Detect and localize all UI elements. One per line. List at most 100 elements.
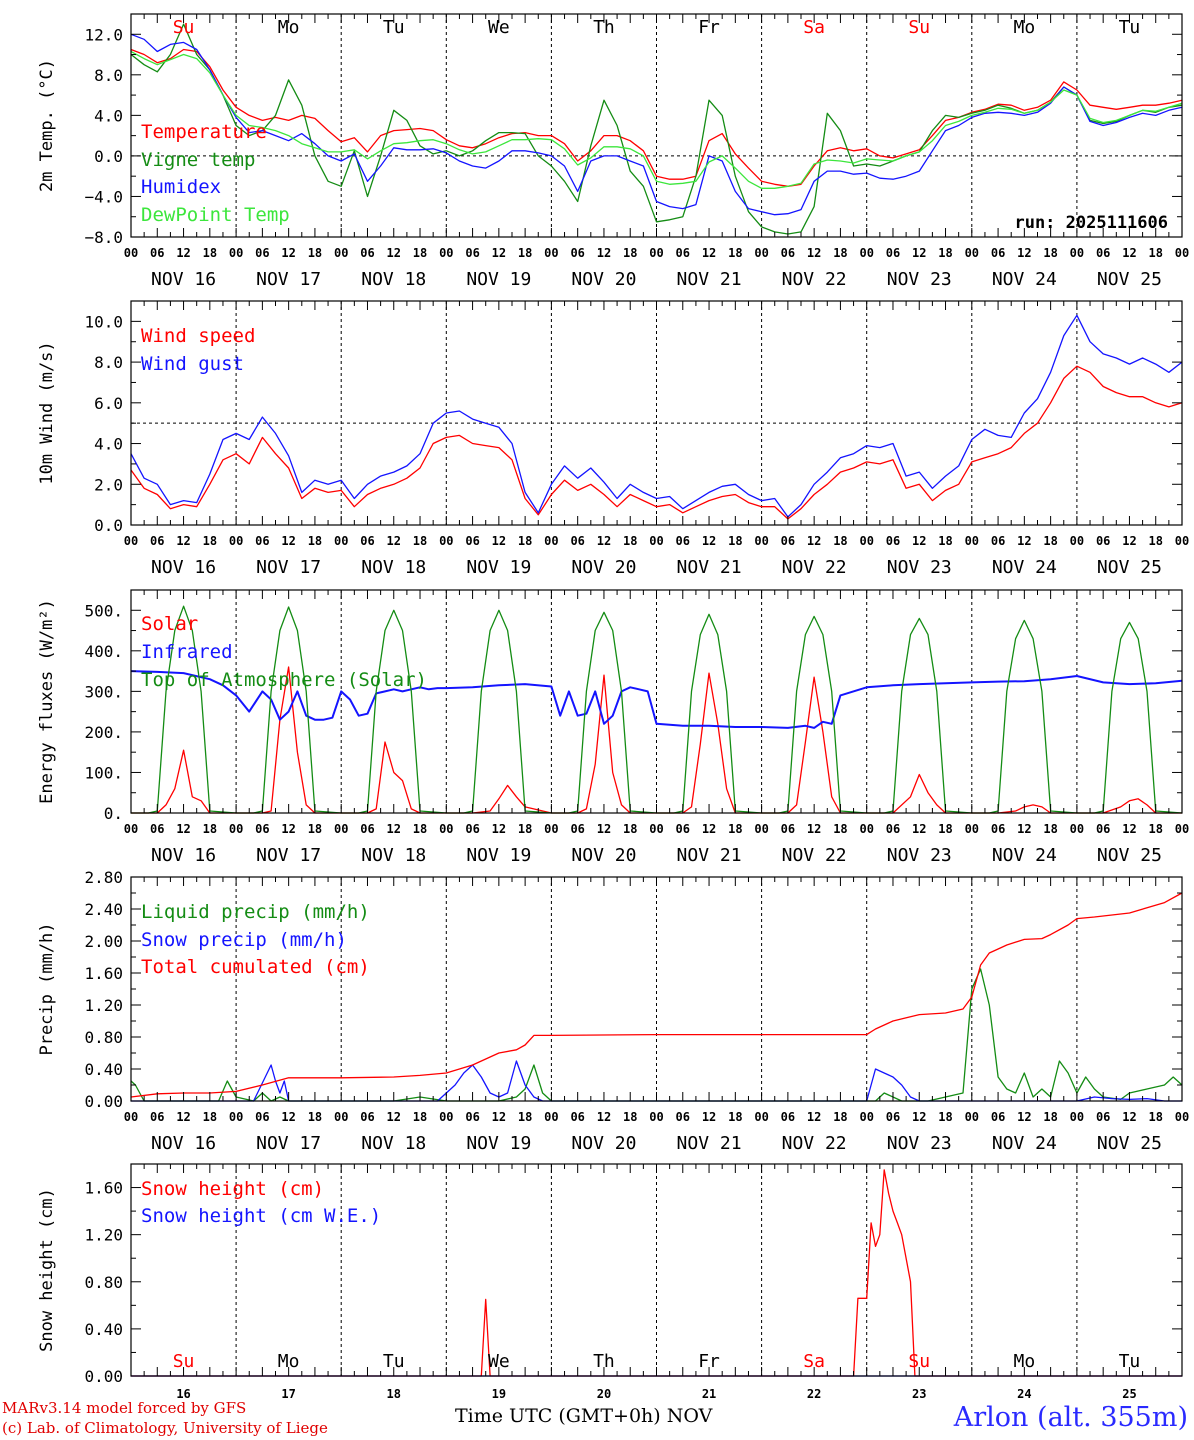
date-label: NOV 23 [887, 845, 952, 866]
hour-label: 06 [991, 822, 1005, 836]
date-label: NOV 17 [256, 557, 321, 578]
hour-label: 12 [492, 822, 506, 836]
hour-label: 00 [1175, 1110, 1189, 1124]
legend-entry: Wind speed [141, 325, 255, 347]
day-number-label: 23 [912, 1387, 926, 1400]
hour-label: 06 [465, 1110, 479, 1124]
hour-label: 00 [859, 534, 873, 548]
y-tick-label: 1.20 [84, 996, 123, 1015]
hour-label: 00 [1070, 822, 1084, 836]
series-dewpoint-temp [130, 50, 1183, 189]
date-label: NOV 19 [466, 1133, 531, 1154]
date-label: NOV 18 [361, 845, 426, 866]
weekday-label: Su [173, 1351, 195, 1372]
hour-label: 00 [1175, 822, 1189, 836]
series-vigne-temp [130, 23, 1183, 235]
hour-label: 18 [518, 246, 532, 260]
weekday-label: Mo [278, 17, 300, 38]
hour-label: 18 [938, 246, 952, 260]
hour-label: 06 [360, 1110, 374, 1124]
hour-label: 18 [728, 246, 742, 260]
hour-label: 12 [912, 1110, 926, 1124]
model-credit: MARv3.14 model forced by GFS [2, 1399, 247, 1417]
weekday-label: We [488, 17, 510, 38]
date-label: NOV 18 [361, 557, 426, 578]
y-axis-title: Precip (mm/h) [37, 922, 57, 1055]
day-number-label: 20 [597, 1387, 611, 1400]
hour-label: 00 [334, 822, 348, 836]
y-tick-label: 4.0 [94, 435, 123, 454]
y-tick-label: 2.0 [94, 475, 123, 494]
day-number-label: 18 [387, 1387, 401, 1400]
legend-entry: Infrared [141, 641, 233, 663]
y-tick-label: 1.60 [84, 1179, 123, 1198]
hour-label: 00 [124, 822, 138, 836]
y-tick-label: 10.0 [84, 312, 123, 331]
hour-label: 18 [413, 534, 427, 548]
y-tick-label: 0.40 [84, 1320, 123, 1339]
hour-label: 00 [965, 534, 979, 548]
day-number-label: 24 [1017, 1387, 1031, 1400]
weekday-label: Th [593, 17, 615, 38]
hour-label: 18 [728, 534, 742, 548]
date-label: NOV 25 [1097, 1133, 1162, 1154]
hour-label: 00 [859, 822, 873, 836]
hour-label: 06 [676, 534, 690, 548]
hour-label: 18 [833, 1110, 847, 1124]
hour-label: 12 [807, 1110, 821, 1124]
hour-label: 12 [912, 534, 926, 548]
date-label: NOV 23 [887, 557, 952, 578]
hour-label: 12 [597, 822, 611, 836]
hour-label: 12 [807, 534, 821, 548]
date-label: NOV 19 [466, 269, 531, 290]
y-tick-label: 0.00 [84, 1367, 123, 1386]
date-label: NOV 21 [677, 269, 742, 290]
date-label: NOV 19 [466, 557, 531, 578]
weekday-label: Tu [383, 1351, 405, 1372]
hour-label: 06 [781, 534, 795, 548]
hour-label: 06 [465, 246, 479, 260]
date-label: NOV 24 [992, 269, 1057, 290]
legend-entry: Total cumulated (cm) [141, 956, 370, 978]
hour-label: 18 [308, 822, 322, 836]
hour-label: 00 [859, 1110, 873, 1124]
panel-snow: 0.00 0.40 0.80 1.20 1.60 Snow height (cm) Snow… [37, 1163, 1183, 1400]
hour-label: 12 [1017, 534, 1031, 548]
hour-label: 18 [833, 822, 847, 836]
hour-label: 12 [176, 1110, 190, 1124]
date-label: NOV 17 [256, 269, 321, 290]
date-label: NOV 23 [887, 269, 952, 290]
hour-label: 00 [544, 534, 558, 548]
hour-label: 06 [676, 246, 690, 260]
hour-label: 00 [1175, 534, 1189, 548]
hour-label: 18 [833, 534, 847, 548]
y-tick-label: 1.20 [84, 1226, 123, 1245]
hour-label: 12 [1017, 1110, 1031, 1124]
hour-label: 06 [150, 1110, 164, 1124]
hour-label: 18 [308, 534, 322, 548]
date-label: NOV 20 [571, 557, 636, 578]
hour-label: 06 [1096, 1110, 1110, 1124]
weekday-label: Su [908, 17, 930, 38]
y-tick-label: 2.00 [84, 932, 123, 951]
hour-label: 00 [965, 1110, 979, 1124]
series-wind-speed [130, 365, 1183, 520]
date-label: NOV 22 [782, 1133, 847, 1154]
hour-label: 12 [387, 1110, 401, 1124]
date-label: NOV 25 [1097, 269, 1162, 290]
hour-label: 00 [649, 1110, 663, 1124]
hour-label: 06 [991, 1110, 1005, 1124]
hour-label: 18 [623, 822, 637, 836]
hour-label: 12 [281, 822, 295, 836]
hour-label: 00 [439, 822, 453, 836]
hour-label: 18 [1043, 822, 1057, 836]
hour-label: 00 [124, 1110, 138, 1124]
station-label: Arlon (alt. 355m) [953, 1402, 1188, 1433]
day-number-label: 19 [492, 1387, 506, 1400]
hour-label: 18 [413, 822, 427, 836]
hour-label: 18 [203, 1110, 217, 1124]
hour-label: 06 [465, 534, 479, 548]
y-tick-label: 400. [84, 642, 123, 661]
hour-label: 06 [150, 246, 164, 260]
hour-label: 12 [281, 1110, 295, 1124]
